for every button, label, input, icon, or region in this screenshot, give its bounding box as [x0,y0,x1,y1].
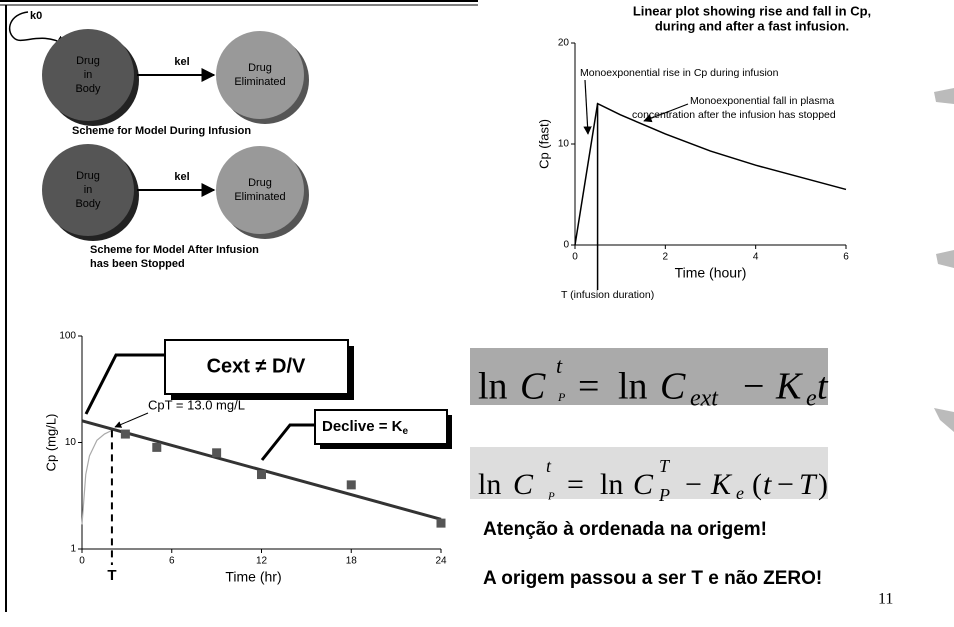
y-tick-label: 0 [563,240,569,251]
page: {"diagram": {"k0": "k0", "schemes": [ {"… [0,0,954,627]
equation-part: P [547,491,555,503]
y-axis-label: Cp (mg/L) [43,414,58,472]
y-tick-label: 10 [65,437,77,448]
point [121,430,130,439]
callout-line [262,425,315,460]
equation-part: C [633,468,654,501]
node-label: in [84,184,93,196]
note: Atenção à ordenada na origem! [483,519,767,540]
equation-part: = [578,366,599,408]
x-tick-label: 4 [753,252,759,263]
equation-part: C [660,366,686,408]
equation-part: C [520,366,546,408]
annotation: Monoexponential rise in Cp during infusi… [580,67,779,79]
node-label: Body [75,198,101,210]
equation-part: ln [478,468,501,501]
chart-title: Linear plot showing rise and fall in Cp, [633,3,871,18]
point [347,480,356,489]
x-tick-label: 12 [256,556,268,567]
equation-part: − [743,366,764,408]
node-label: Eliminated [234,191,285,203]
equation-part: − [777,468,794,501]
equation-part: e [806,386,817,412]
line [575,104,846,245]
equation-part: K [775,366,803,408]
equation-part: T [799,468,818,501]
note: A origem passou a ser T e não ZERO! [483,568,822,589]
k0-label: k0 [30,10,42,22]
equation-part: ) [818,468,828,501]
y-tick-label: 10 [558,139,570,150]
t-marker-label: T [107,567,116,584]
caption: has been Stopped [90,258,185,270]
equation-part: P [658,485,670,505]
point [212,448,221,457]
equation-part: K [710,468,733,501]
slope-label: Declive = Ke [322,418,408,437]
equation-part: t [817,366,829,408]
point [152,443,161,452]
y-tick-label: 1 [70,544,76,555]
x-tick-label: 6 [169,556,175,567]
x-tick-label: 2 [663,252,669,263]
point [437,519,446,528]
node-label: Drug [248,177,272,189]
node-label: Drug [76,170,100,182]
page-number: 11 [878,591,893,608]
x-axis-label: Time (hour) [675,265,747,281]
rate-label: kel [174,171,189,183]
annotation-arrow [585,80,588,134]
slope-text: Declive = K [322,418,403,435]
equation-part: e [736,483,744,503]
decoration [934,88,954,104]
point [257,470,266,479]
equation-part: C [513,468,534,501]
decoration [934,408,954,432]
node-label: in [84,69,93,81]
annotation: T (infusion duration) [561,289,654,301]
infusion-curve [82,430,112,524]
chart-title: during and after a fast infusion. [655,18,849,33]
equation-part: = [567,468,584,501]
y-tick-label: 100 [59,331,76,342]
caption: Scheme for Model After Infusion [90,244,259,256]
equation-part: t [556,353,563,378]
caption: Scheme for Model During Infusion [72,125,251,137]
decoration [936,250,954,268]
x-axis-label: Time (hr) [225,569,281,585]
equation-part: ln [600,468,623,501]
x-tick-label: 6 [843,252,849,263]
node-label: Body [75,83,101,95]
equation-part: ln [618,366,648,408]
node-label: Eliminated [234,76,285,88]
equation-part: ext [690,386,719,412]
x-tick-label: 0 [572,252,578,263]
slide: k0 Cext ≠ D/V CpT = 13.0 mg/L Declive = … [0,0,954,627]
node-label: Drug [76,55,100,67]
cext-label: Cext ≠ D/V [207,355,306,377]
slope-subscript: e [402,426,408,437]
x-tick-label: 24 [435,556,447,567]
x-tick-label: 0 [79,556,85,567]
equation-part: − [685,468,702,501]
rate-label: kel [174,56,189,68]
node-label: Drug [248,62,272,74]
equation-part: ( [752,468,762,501]
equation-part: ln [478,366,508,408]
annotation-arrow [115,413,148,427]
x-tick-label: 18 [346,556,358,567]
cpt-label: CpT = 13.0 mg/L [148,397,245,412]
y-tick-label: 20 [558,38,570,49]
annotation: Monoexponential fall in plasma [690,95,834,107]
equation-part: P [557,390,566,404]
equation-part: t [763,468,772,501]
annotation: concentration after the infusion has sto… [632,109,836,121]
y-axis-label: Cp (fast) [536,119,551,169]
